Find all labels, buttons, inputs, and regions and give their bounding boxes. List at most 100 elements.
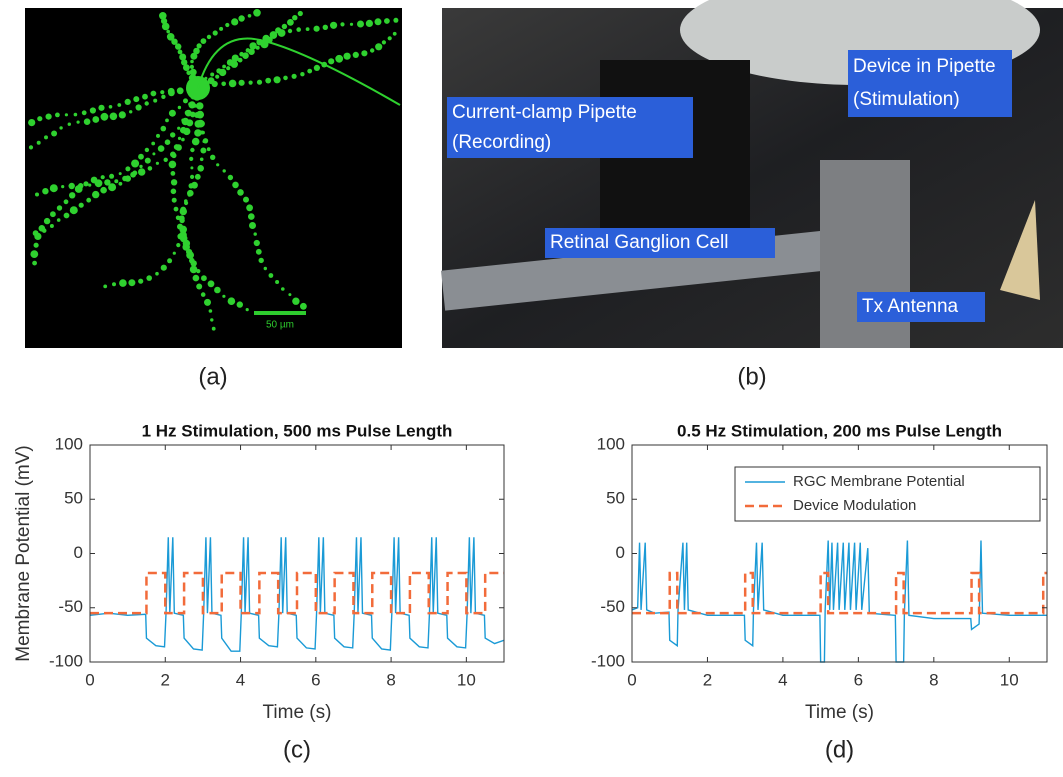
dot — [287, 19, 294, 26]
dot — [265, 78, 271, 84]
dot — [84, 118, 91, 125]
dot — [178, 50, 183, 55]
dot — [196, 269, 200, 273]
dot — [109, 105, 113, 109]
dot — [212, 81, 218, 87]
label: Tx Antenna — [862, 296, 959, 317]
dot — [168, 88, 175, 95]
dot — [283, 76, 288, 81]
y-axis-label: Membrane Potential (mV) — [13, 445, 34, 661]
dot — [151, 91, 157, 97]
dot — [375, 18, 382, 25]
dot — [222, 295, 225, 298]
figure: 50 µm (a) Current-clamp Pipette (Recordi… — [0, 0, 1063, 772]
dot — [393, 32, 397, 36]
dot — [248, 14, 252, 18]
dot — [257, 80, 262, 85]
dot — [393, 18, 398, 23]
dot — [264, 267, 267, 270]
dot — [248, 213, 255, 220]
dot — [119, 172, 122, 175]
y-tick-label: 50 — [606, 489, 625, 508]
dot — [138, 168, 145, 175]
dot — [201, 275, 207, 281]
dot — [298, 11, 303, 16]
dot — [129, 110, 132, 113]
dot — [79, 203, 84, 208]
dot — [50, 224, 54, 228]
dot — [74, 113, 78, 117]
dot — [225, 23, 229, 27]
dot — [274, 76, 281, 83]
dot — [77, 121, 80, 124]
dot — [166, 30, 170, 34]
dot — [34, 243, 39, 248]
dot — [146, 275, 152, 281]
dot — [201, 292, 206, 297]
dot — [189, 157, 193, 161]
dot — [112, 282, 116, 286]
dot — [114, 179, 118, 183]
dot — [237, 301, 243, 307]
dot — [281, 287, 285, 291]
dot — [160, 90, 164, 94]
dot — [204, 299, 211, 306]
dot — [181, 138, 185, 142]
dot — [208, 280, 215, 287]
dot — [180, 207, 186, 213]
dot — [57, 205, 62, 210]
dot — [249, 42, 256, 49]
dot — [165, 139, 171, 145]
dot — [223, 169, 226, 172]
y-tick-label: -100 — [49, 651, 83, 670]
dot — [292, 74, 297, 79]
dot — [278, 29, 286, 37]
dot — [288, 29, 292, 33]
dot — [288, 293, 291, 296]
dot — [92, 116, 99, 123]
x-tick-label: 10 — [1000, 670, 1019, 689]
dot — [183, 128, 190, 135]
dot — [213, 30, 218, 35]
dot — [254, 240, 260, 246]
dot — [145, 101, 149, 105]
dot — [231, 18, 238, 25]
dot — [314, 65, 320, 71]
dot — [239, 52, 244, 57]
dot — [237, 189, 244, 196]
dot — [229, 80, 237, 88]
dot — [292, 15, 297, 20]
dot — [328, 58, 334, 64]
chart-title: 0.5 Hz Stimulation, 200 ms Pulse Length — [677, 421, 1002, 440]
dot — [187, 190, 194, 197]
dot — [28, 119, 35, 126]
dot — [197, 43, 202, 48]
dot — [189, 101, 196, 108]
dot — [101, 113, 109, 121]
dot — [92, 191, 99, 198]
dot — [201, 38, 207, 44]
dot — [59, 126, 62, 129]
dot — [132, 171, 137, 176]
dot — [200, 131, 204, 135]
dot — [300, 72, 304, 76]
dot — [138, 279, 143, 284]
label: (Recording) — [452, 132, 551, 153]
dot — [82, 110, 87, 115]
dot — [183, 98, 188, 103]
dot — [190, 166, 193, 169]
dot — [161, 265, 167, 271]
dot — [182, 243, 190, 251]
dot — [145, 158, 151, 164]
dot — [152, 152, 155, 155]
dot — [238, 15, 244, 21]
dot — [197, 120, 205, 128]
dot — [314, 26, 320, 32]
dot — [190, 148, 194, 152]
x-tick-label: 2 — [703, 670, 712, 689]
dot — [384, 18, 390, 24]
dot — [69, 192, 75, 198]
dot — [357, 21, 364, 28]
dot — [176, 243, 180, 247]
caption: (b) — [737, 363, 766, 390]
